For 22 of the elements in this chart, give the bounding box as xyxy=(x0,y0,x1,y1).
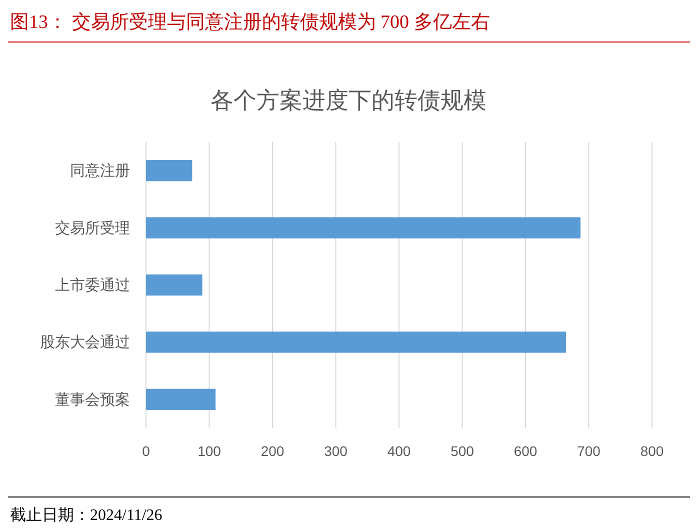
x-tick-label: 800 xyxy=(640,443,664,459)
chart-subtitle: 各个方案进度下的转债规模 xyxy=(210,87,486,113)
y-tick-label: 股东大会通过 xyxy=(40,334,130,352)
x-tick-label: 600 xyxy=(514,443,538,459)
y-tick-label: 上市委通过 xyxy=(55,277,130,294)
x-tick-label: 100 xyxy=(198,443,222,459)
bar xyxy=(146,217,581,238)
x-tick-label: 700 xyxy=(577,443,601,459)
chart-title: 图13： 交易所受理与同意注册的转债规模为 700 多亿左右 xyxy=(10,11,490,33)
bar xyxy=(146,388,216,410)
y-tick-label: 董事会预案 xyxy=(55,391,130,408)
text: 截止日期：2024/11/26 xyxy=(10,506,162,524)
bar xyxy=(146,274,202,296)
x-tick-label: 0 xyxy=(142,443,150,459)
y-tick-label: 交易所受理 xyxy=(55,220,130,237)
x-tick-label: 200 xyxy=(260,443,284,459)
y-tick-label: 同意注册 xyxy=(70,162,130,180)
x-tick-label: 500 xyxy=(450,443,474,459)
x-tick-label: 300 xyxy=(324,443,348,459)
bar xyxy=(146,332,566,353)
bar xyxy=(146,160,192,182)
x-tick-label: 400 xyxy=(387,443,411,459)
